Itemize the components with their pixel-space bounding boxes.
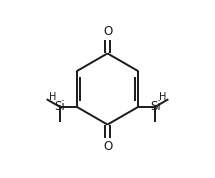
Text: O: O xyxy=(103,25,112,38)
Text: Si: Si xyxy=(150,100,161,113)
Text: H: H xyxy=(49,92,56,102)
Text: O: O xyxy=(103,140,112,153)
Text: Si: Si xyxy=(54,100,65,113)
Text: H: H xyxy=(159,92,166,102)
